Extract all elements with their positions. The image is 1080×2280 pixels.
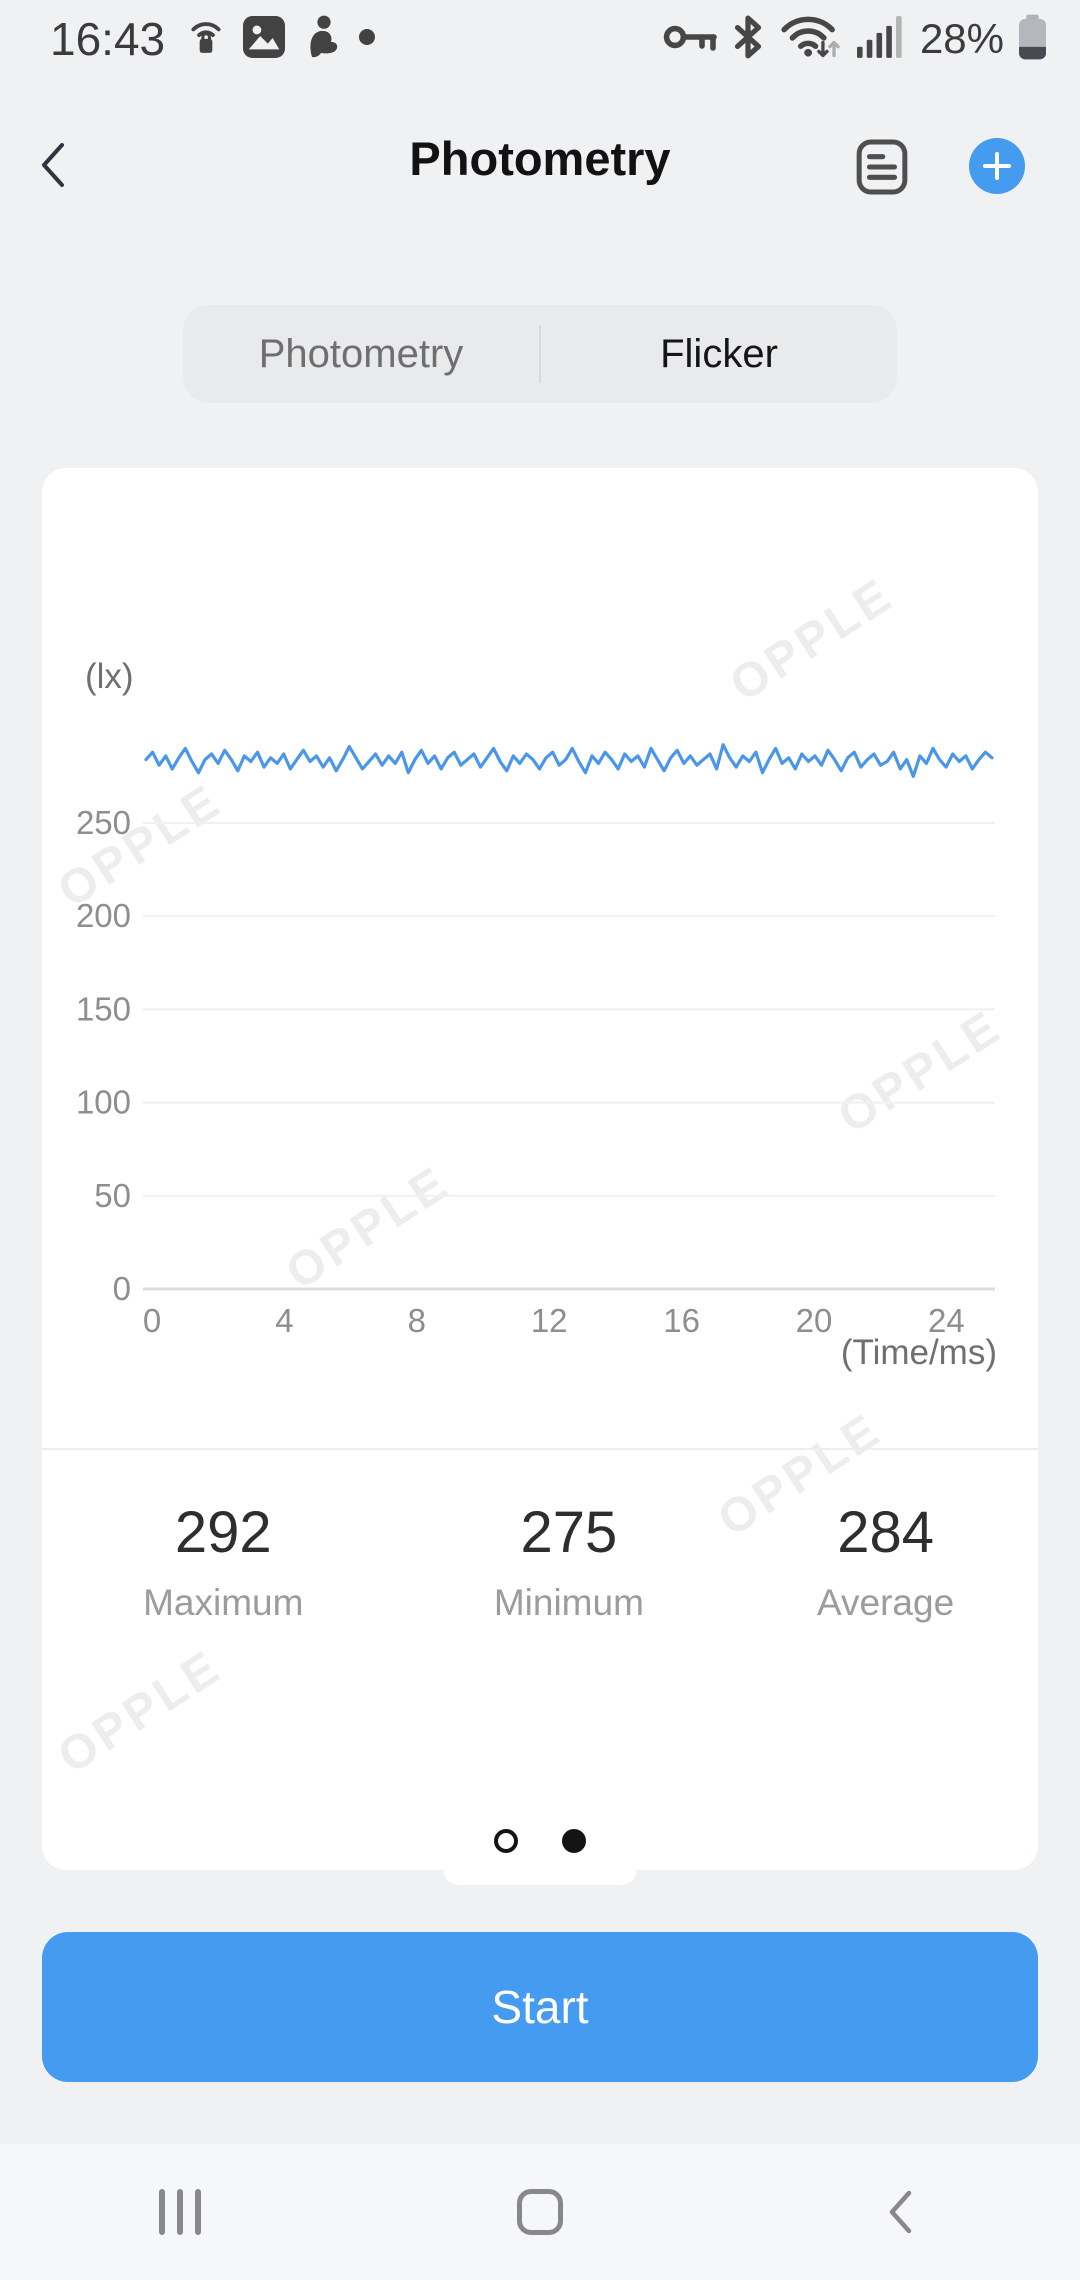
minimum-label: Minimum bbox=[493, 1582, 644, 1623]
maximum-value: 292 bbox=[174, 1500, 272, 1565]
svg-text:(Time/ms): (Time/ms) bbox=[841, 1333, 997, 1372]
page-title: Photometry bbox=[409, 132, 671, 185]
recents-button[interactable] bbox=[0, 2144, 360, 2280]
svg-text:0: 0 bbox=[113, 1270, 131, 1307]
stat-average: 284 Average bbox=[733, 1498, 1038, 1624]
plus-icon bbox=[983, 152, 1011, 180]
tab-photometry[interactable]: Photometry bbox=[258, 331, 464, 376]
page-dot-active[interactable] bbox=[562, 1829, 586, 1853]
svg-text:200: 200 bbox=[76, 897, 131, 934]
average-label: Average bbox=[817, 1582, 955, 1623]
svg-text:250: 250 bbox=[76, 804, 131, 841]
svg-text:150: 150 bbox=[76, 990, 131, 1027]
page-dot[interactable] bbox=[494, 1829, 518, 1853]
svg-text:8: 8 bbox=[408, 1302, 426, 1339]
svg-text:50: 50 bbox=[94, 1177, 131, 1214]
tab-divider bbox=[539, 325, 541, 383]
svg-text:20: 20 bbox=[796, 1302, 833, 1339]
notification-dot bbox=[359, 28, 376, 50]
report-list-icon[interactable] bbox=[856, 139, 908, 195]
wifi-hotspot-lock-icon bbox=[187, 15, 225, 64]
recents-icon bbox=[159, 2189, 201, 2235]
start-button[interactable]: Start bbox=[42, 1932, 1038, 2082]
android-nav-bar bbox=[0, 2144, 1080, 2280]
clock: 16:43 bbox=[50, 13, 166, 65]
svg-text:16: 16 bbox=[663, 1302, 700, 1339]
svg-text:12: 12 bbox=[531, 1302, 568, 1339]
opple-watermark: OPPLE bbox=[48, 1640, 232, 1784]
card-bottom-tab bbox=[443, 1869, 637, 1885]
bluetooth-icon bbox=[733, 15, 763, 64]
app-header: Photometry bbox=[0, 105, 1080, 225]
battery-percent: 28% bbox=[919, 15, 1004, 62]
back-chevron-icon[interactable] bbox=[38, 141, 68, 189]
maximum-label: Maximum bbox=[143, 1582, 304, 1623]
gallery-icon bbox=[243, 15, 286, 63]
stats-row: 292 Maximum 275 Minimum 284 Average bbox=[42, 1498, 1038, 1624]
stat-maximum: 292 Maximum bbox=[42, 1498, 405, 1624]
minimum-value: 275 bbox=[520, 1500, 618, 1565]
stat-minimum: 275 Minimum bbox=[405, 1498, 734, 1624]
svg-text:100: 100 bbox=[76, 1084, 131, 1121]
system-icons: 28% bbox=[662, 13, 1046, 66]
add-measurement-button[interactable] bbox=[969, 138, 1025, 194]
svg-text:0: 0 bbox=[143, 1302, 161, 1339]
signal-strength-icon bbox=[856, 15, 903, 63]
wifi-arrows-icon bbox=[778, 13, 842, 66]
nav-back-icon bbox=[889, 2190, 912, 2234]
vpn-key-icon bbox=[662, 20, 718, 59]
battery-icon bbox=[1019, 14, 1046, 65]
svg-text:4: 4 bbox=[275, 1302, 293, 1339]
svg-text:24: 24 bbox=[928, 1302, 965, 1339]
svg-text:(lx): (lx) bbox=[85, 657, 134, 696]
flicker-chart: 0 50 100 150 200 250 0 4 8 12 16 20 24 (lx) (Time/ms) bbox=[76, 657, 997, 1372]
mode-tabs: Photometry Flicker bbox=[183, 305, 897, 403]
person-icon bbox=[303, 15, 341, 64]
notification-icons bbox=[187, 15, 376, 64]
home-button[interactable] bbox=[360, 2144, 720, 2280]
page-indicator bbox=[42, 1826, 1038, 1856]
flicker-result-card: OPPLE OPPLE OPPLE OPPLE OPPLE OPPLE 0 50 1… bbox=[42, 468, 1038, 1870]
home-icon bbox=[517, 2189, 563, 2235]
nav-back-button[interactable] bbox=[720, 2144, 1080, 2280]
stats-divider bbox=[42, 1448, 1038, 1450]
average-value: 284 bbox=[837, 1500, 934, 1565]
tab-flicker[interactable]: Flicker bbox=[660, 331, 778, 376]
status-bar: 16:43 bbox=[0, 0, 1080, 72]
